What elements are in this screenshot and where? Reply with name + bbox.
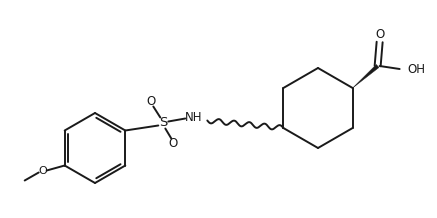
- Text: S: S: [159, 116, 167, 129]
- Text: OH: OH: [408, 63, 426, 75]
- Text: NH: NH: [184, 111, 202, 124]
- Text: O: O: [375, 27, 384, 41]
- Text: O: O: [147, 95, 156, 108]
- Text: O: O: [38, 165, 47, 175]
- Text: O: O: [169, 137, 178, 150]
- Polygon shape: [353, 65, 379, 88]
